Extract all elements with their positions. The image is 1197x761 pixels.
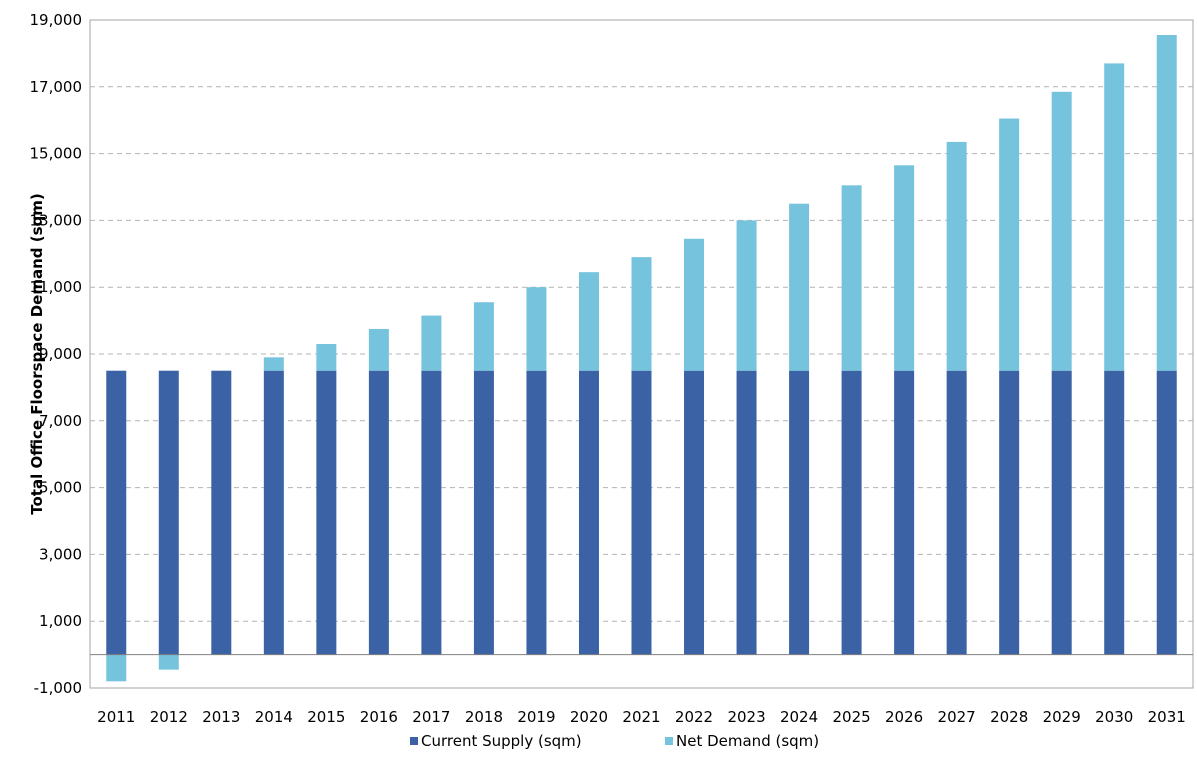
bar-net-demand-2017 [421, 315, 442, 371]
bar-net-demand-2020 [578, 272, 599, 371]
bar-current-supply-2025 [841, 370, 862, 655]
legend-label: Net Demand (sqm) [676, 732, 819, 750]
bar-net-demand-2025 [841, 185, 862, 371]
x-tick-label: 2022 [675, 708, 713, 726]
bar-net-demand-2028 [999, 118, 1020, 371]
x-tick-label: 2021 [622, 708, 660, 726]
bar-current-supply-2024 [789, 370, 810, 655]
x-tick-labels: 2011 2012 2013 2014 2015 2016 2017 2018 2019 2020… [97, 708, 1186, 726]
bar-current-supply-2028 [999, 370, 1020, 655]
bar-net-demand-2026 [894, 165, 915, 371]
bar-net-demand-2031 [1156, 35, 1177, 371]
x-tick-label: 2011 [97, 708, 135, 726]
bar-net-demand-2022 [684, 238, 705, 371]
bar-net-demand-2011 [106, 654, 127, 682]
bar-net-demand-2016 [368, 328, 389, 371]
x-tick-label: 2014 [255, 708, 293, 726]
x-tick-label: 2027 [938, 708, 976, 726]
y-tick-label: 15,000 [30, 145, 83, 163]
y-tick-label: 11,000 [30, 278, 83, 296]
x-tick-label: 2016 [360, 708, 398, 726]
bar-net-demand-2021 [631, 257, 652, 371]
x-tick-label: 2017 [412, 708, 450, 726]
x-tick-label: 2030 [1095, 708, 1133, 726]
bar-current-supply-2013 [211, 370, 232, 655]
legend: Current Supply (sqm) Net Demand (sqm) [410, 732, 819, 750]
bar-net-demand-2015 [316, 343, 337, 371]
x-tick-label: 2020 [570, 708, 608, 726]
bar-current-supply-2031 [1156, 370, 1177, 655]
y-tick-label: 13,000 [30, 211, 83, 229]
y-tick-label: 3,000 [39, 545, 82, 563]
bar-current-supply-2011 [106, 370, 127, 655]
x-tick-label: 2031 [1148, 708, 1186, 726]
y-tick-label: -1,000 [34, 679, 82, 697]
legend-label: Current Supply (sqm) [421, 732, 582, 750]
bar-current-supply-2027 [946, 370, 967, 655]
y-tick-label: 5,000 [39, 479, 82, 497]
bar-current-supply-2023 [736, 370, 757, 655]
x-tick-label: 2028 [990, 708, 1028, 726]
x-tick-label: 2026 [885, 708, 923, 726]
bar-net-demand-2029 [1051, 91, 1072, 371]
bar-current-supply-2016 [368, 370, 389, 655]
y-axis-title: Total Office Floorspace Demand (sqm) [28, 193, 46, 514]
x-tick-label: 2012 [150, 708, 188, 726]
bar-net-demand-2012 [158, 654, 179, 670]
bar-current-supply-2012 [158, 370, 179, 655]
legend-swatch [410, 737, 418, 745]
bar-net-demand-2027 [946, 141, 967, 371]
x-tick-label: 2018 [465, 708, 503, 726]
legend-swatch [665, 737, 673, 745]
y-tick-label: 1,000 [39, 612, 82, 630]
bar-current-supply-2022 [684, 370, 705, 655]
bar-net-demand-2018 [473, 302, 494, 371]
bar-net-demand-2019 [526, 287, 547, 371]
bar-current-supply-2029 [1051, 370, 1072, 655]
bar-current-supply-2018 [473, 370, 494, 655]
x-tick-label: 2013 [202, 708, 240, 726]
bar-current-supply-2017 [421, 370, 442, 655]
y-tick-label: 9,000 [39, 345, 82, 363]
bar-current-supply-2014 [263, 370, 284, 655]
bar-net-demand-2014 [263, 357, 284, 371]
bar-net-demand-2024 [789, 203, 810, 371]
x-tick-label: 2015 [307, 708, 345, 726]
x-tick-label: 2025 [833, 708, 871, 726]
x-tick-label: 2029 [1043, 708, 1081, 726]
bar-net-demand-2030 [1104, 63, 1125, 371]
bar-net-demand-2023 [736, 220, 757, 371]
y-tick-label: 19,000 [30, 11, 83, 29]
y-tick-label: 17,000 [30, 78, 83, 96]
bar-current-supply-2026 [894, 370, 915, 655]
bar-current-supply-2021 [631, 370, 652, 655]
x-tick-label: 2024 [780, 708, 818, 726]
x-tick-label: 2023 [727, 708, 765, 726]
y-tick-label: 7,000 [39, 412, 82, 430]
bar-current-supply-2030 [1104, 370, 1125, 655]
y-tick-labels: -1,000 1,000 3,000 5,000 7,000 9,000 11,000 13,… [30, 11, 83, 697]
bar-current-supply-2020 [578, 370, 599, 655]
bar-current-supply-2019 [526, 370, 547, 655]
bar-current-supply-2015 [316, 370, 337, 655]
bars [106, 35, 1177, 682]
x-tick-label: 2019 [517, 708, 555, 726]
